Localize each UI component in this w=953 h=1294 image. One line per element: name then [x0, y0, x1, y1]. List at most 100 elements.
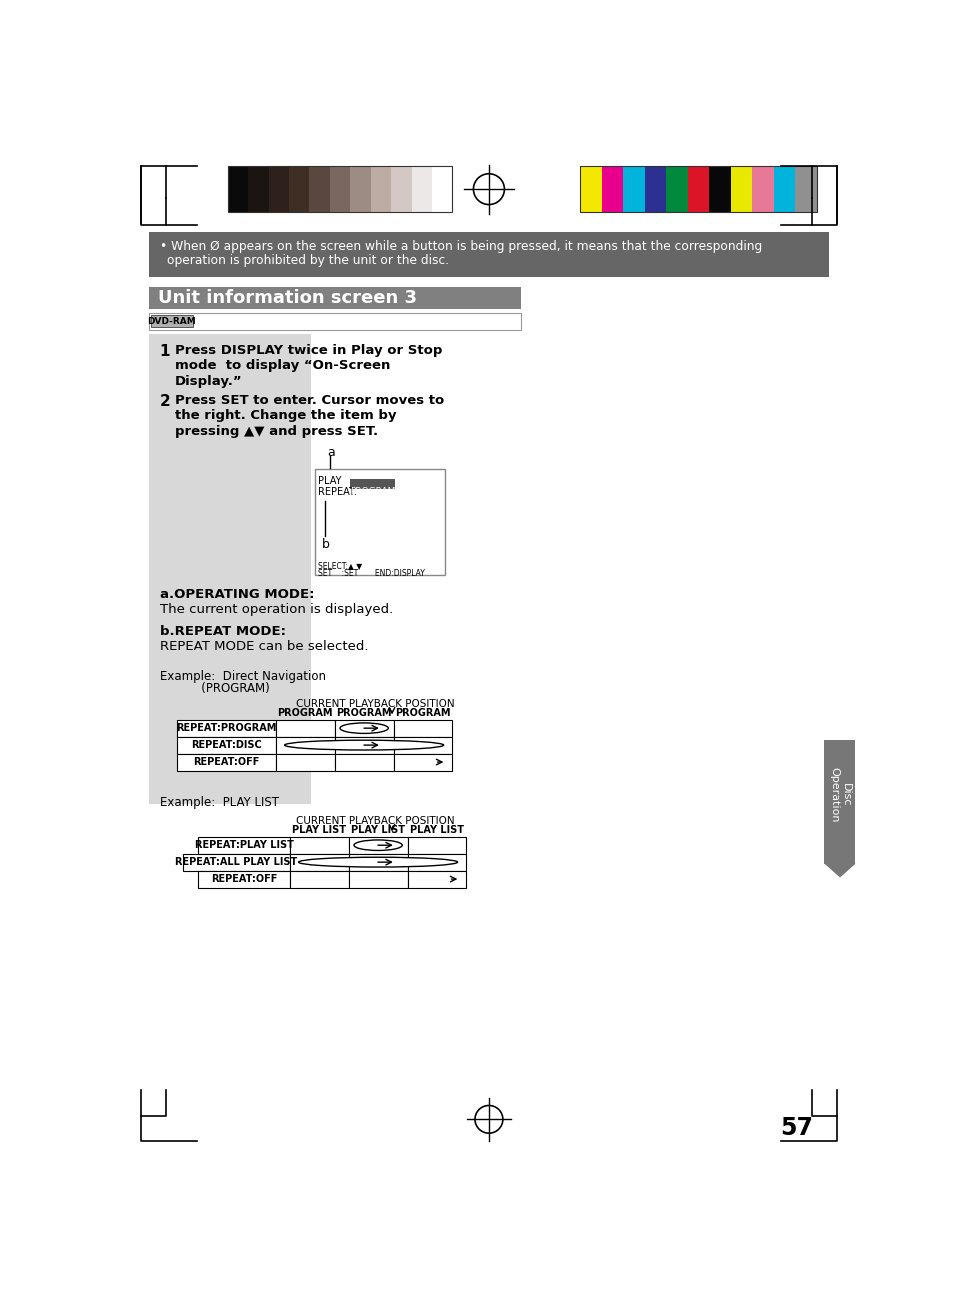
Text: PLAY LIST: PLAY LIST — [351, 826, 405, 835]
Bar — [709, 166, 730, 212]
Text: SET    :SET       END:DISPLAY: SET :SET END:DISPLAY — [317, 569, 424, 577]
Bar — [314, 468, 444, 575]
Text: REPEAT:DISC: REPEAT:DISC — [191, 740, 261, 751]
Bar — [228, 166, 248, 212]
Bar — [730, 166, 752, 212]
Text: operation is prohibited by the unit or the disc.: operation is prohibited by the unit or t… — [167, 254, 449, 267]
Bar — [752, 166, 773, 212]
Bar — [176, 736, 275, 753]
Bar — [687, 166, 709, 212]
Text: b: b — [321, 538, 329, 551]
Bar — [149, 233, 828, 277]
Text: PROGRAM: PROGRAM — [350, 487, 395, 496]
Bar — [335, 736, 394, 753]
Bar — [795, 166, 816, 212]
Bar — [275, 736, 335, 753]
Bar — [622, 166, 644, 212]
Text: DVD-RAM: DVD-RAM — [148, 317, 196, 326]
Bar — [644, 166, 665, 212]
Text: PROGRAM: PROGRAM — [395, 708, 451, 718]
Bar — [335, 719, 394, 736]
Bar — [348, 854, 407, 871]
Bar — [275, 719, 335, 736]
Bar — [290, 871, 348, 888]
Text: PROGRAM: PROGRAM — [336, 708, 392, 718]
Bar — [394, 719, 452, 736]
Ellipse shape — [284, 740, 443, 751]
Text: Example:  PLAY LIST: Example: PLAY LIST — [159, 796, 278, 809]
Text: SELECT:▲ ▼: SELECT:▲ ▼ — [317, 562, 361, 571]
Bar — [275, 753, 335, 770]
Bar — [394, 753, 452, 770]
Text: CURRENT PLAYBACK POSITION: CURRENT PLAYBACK POSITION — [295, 699, 454, 709]
Ellipse shape — [354, 840, 402, 850]
Bar — [248, 166, 269, 212]
Text: mode  to display “On-Screen: mode to display “On-Screen — [174, 360, 390, 373]
Text: REPEAT:OFF: REPEAT:OFF — [193, 757, 259, 767]
Text: PLAY LIST: PLAY LIST — [410, 826, 463, 835]
Bar — [432, 166, 452, 212]
Text: pressing ▲▼ and press SET.: pressing ▲▼ and press SET. — [174, 424, 377, 437]
Polygon shape — [823, 863, 855, 877]
Bar — [335, 753, 394, 770]
Text: Display.”: Display.” — [174, 375, 242, 388]
Bar — [149, 334, 311, 804]
Text: REPEAT MODE can be selected.: REPEAT MODE can be selected. — [159, 639, 368, 652]
Text: the right. Change the item by: the right. Change the item by — [174, 409, 396, 422]
Text: (PROGRAM): (PROGRAM) — [159, 682, 269, 695]
Text: 57: 57 — [780, 1117, 813, 1140]
Bar — [579, 166, 816, 212]
Text: b.REPEAT MODE:: b.REPEAT MODE: — [159, 625, 285, 638]
Text: REPEAT:PROGRAM: REPEAT:PROGRAM — [175, 723, 276, 734]
Bar — [371, 166, 391, 212]
Bar — [348, 871, 407, 888]
Text: REPEAT:ALL PLAY LIST: REPEAT:ALL PLAY LIST — [175, 857, 297, 867]
Ellipse shape — [298, 857, 457, 867]
Bar — [176, 753, 275, 770]
Bar — [823, 740, 855, 849]
Bar — [289, 166, 309, 212]
Text: Press DISPLAY twice in Play or Stop: Press DISPLAY twice in Play or Stop — [174, 344, 442, 357]
Bar — [391, 166, 411, 212]
Bar — [183, 854, 290, 871]
Text: The current operation is displayed.: The current operation is displayed. — [159, 603, 393, 616]
Text: 1: 1 — [159, 344, 170, 358]
Text: REPEAT:PLAY LIST: REPEAT:PLAY LIST — [194, 840, 294, 850]
Text: Unit information screen 3: Unit information screen 3 — [158, 289, 416, 307]
Bar — [149, 287, 520, 308]
Text: Press SET to enter. Cursor moves to: Press SET to enter. Cursor moves to — [174, 393, 444, 408]
Bar — [350, 166, 371, 212]
Bar — [309, 166, 330, 212]
Bar — [269, 166, 289, 212]
Bar — [411, 166, 432, 212]
Bar — [665, 166, 687, 212]
Text: • When Ø appears on the screen while a button is being pressed, it means that th: • When Ø appears on the screen while a b… — [159, 239, 761, 254]
Text: REPEAT:: REPEAT: — [318, 487, 357, 497]
Bar — [198, 871, 290, 888]
Bar — [407, 854, 466, 871]
Bar — [151, 316, 193, 327]
Bar — [407, 837, 466, 854]
Bar — [407, 871, 466, 888]
Text: CURRENT PLAYBACK POSITION: CURRENT PLAYBACK POSITION — [295, 817, 454, 826]
Ellipse shape — [339, 723, 388, 734]
Bar — [350, 479, 395, 489]
Text: 2: 2 — [159, 393, 171, 409]
Text: Example:  Direct Navigation: Example: Direct Navigation — [159, 669, 325, 683]
Bar — [330, 166, 350, 212]
Bar — [198, 837, 290, 854]
Text: a: a — [327, 446, 335, 459]
Text: Disc
Operation: Disc Operation — [828, 766, 850, 822]
Text: PLAY: PLAY — [318, 476, 341, 487]
Text: PROGRAM: PROGRAM — [277, 708, 333, 718]
Bar — [601, 166, 622, 212]
Text: REPEAT:OFF: REPEAT:OFF — [211, 873, 277, 884]
Bar — [579, 166, 601, 212]
Bar — [290, 837, 348, 854]
Text: PLAY LIST: PLAY LIST — [292, 826, 346, 835]
Bar — [394, 736, 452, 753]
Bar — [290, 854, 348, 871]
Bar — [228, 166, 452, 212]
Bar — [348, 837, 407, 854]
Bar — [176, 719, 275, 736]
